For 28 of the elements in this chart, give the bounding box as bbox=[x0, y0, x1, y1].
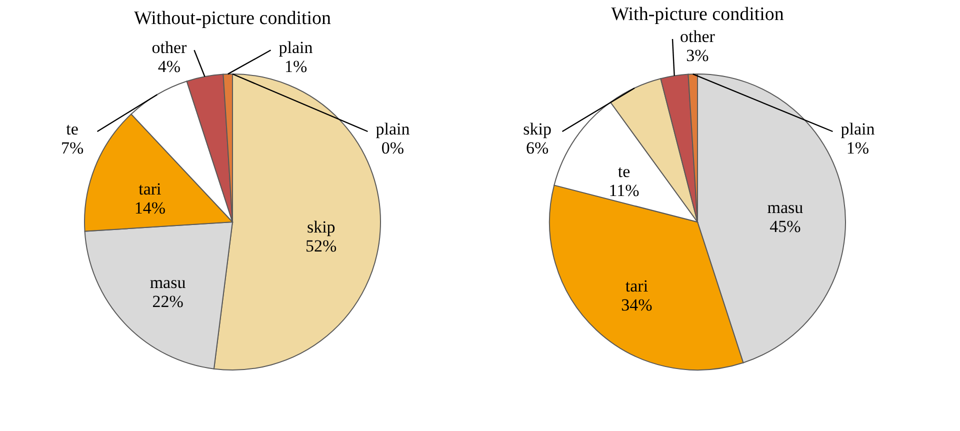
chart-title: Without-picture condition bbox=[134, 8, 332, 29]
slice-label: other bbox=[680, 27, 716, 46]
data-label: 7% bbox=[60, 138, 84, 158]
slice-label: skip bbox=[306, 218, 336, 237]
slice-label: plain bbox=[840, 120, 876, 138]
slice-label: te bbox=[66, 120, 78, 138]
slice-label: te bbox=[618, 162, 630, 182]
data-label: 52% bbox=[306, 236, 337, 256]
slice-label: plain bbox=[278, 38, 314, 58]
category-label: plain bbox=[376, 120, 410, 138]
slice-label: skip bbox=[523, 120, 552, 138]
chart-title: With-picture condition bbox=[611, 4, 784, 25]
data-label: 1% bbox=[284, 57, 308, 76]
data-label: 1% bbox=[846, 138, 870, 158]
data-label: 45% bbox=[770, 217, 801, 236]
data-label: 4% bbox=[158, 57, 181, 76]
slice-label: masu bbox=[767, 198, 804, 218]
text: 0% bbox=[381, 138, 404, 158]
slice-label: other bbox=[152, 38, 188, 58]
data-label: 22% bbox=[152, 292, 184, 311]
data-label: 34% bbox=[621, 296, 652, 315]
data-label: 6% bbox=[526, 138, 549, 158]
data-label: 3% bbox=[686, 46, 709, 65]
slice-label: masu bbox=[150, 272, 186, 292]
data-label: 14% bbox=[134, 198, 166, 218]
data-label: 11% bbox=[608, 181, 640, 200]
slice-label: tari bbox=[138, 179, 162, 198]
slice-label: tari bbox=[625, 276, 648, 296]
